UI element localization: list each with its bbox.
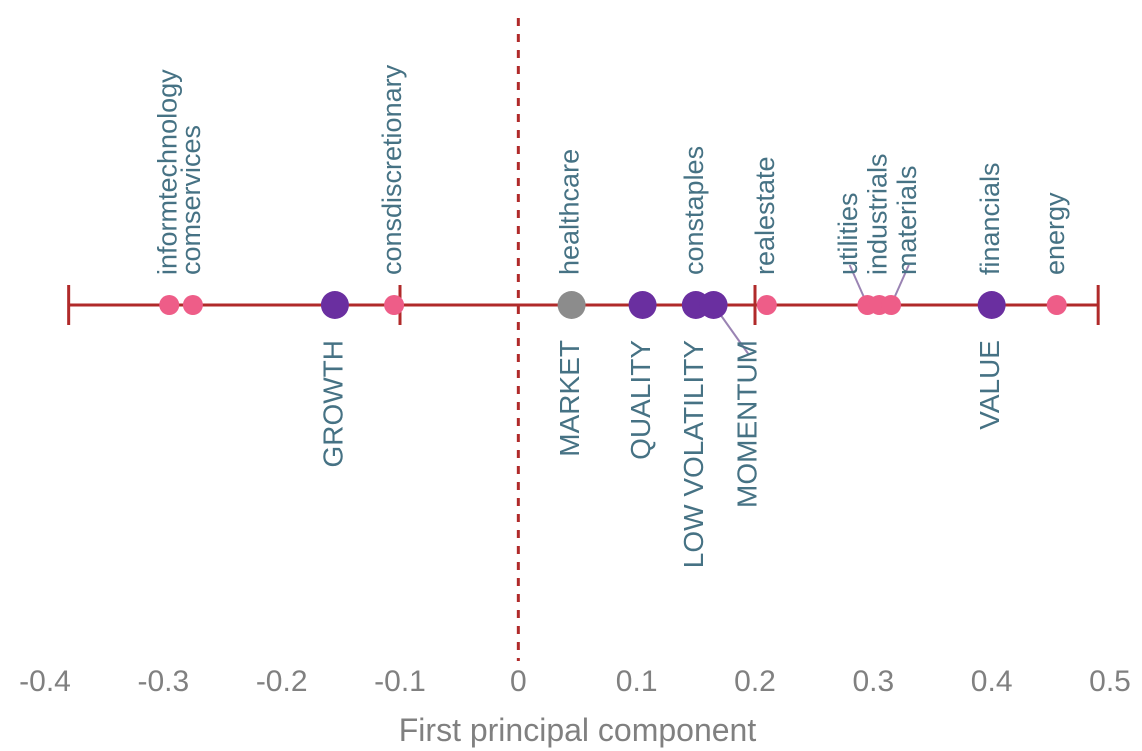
x-tick-label: 0.5 bbox=[1089, 665, 1131, 698]
x-tick-label: 0.3 bbox=[852, 665, 894, 698]
x-tick-label: 0 bbox=[510, 665, 527, 698]
point-label: industrials bbox=[862, 153, 892, 275]
data-point bbox=[978, 291, 1006, 319]
x-tick-label: -0.1 bbox=[374, 665, 426, 698]
data-point bbox=[183, 295, 203, 315]
point-label: realestate bbox=[750, 156, 780, 275]
x-tick-label: -0.4 bbox=[19, 665, 71, 698]
point-label: constaples bbox=[679, 146, 709, 275]
pca-1d-chart: informtechnologycomservicesGROWTHconsdis… bbox=[0, 0, 1142, 751]
x-tick-label: 0.4 bbox=[971, 665, 1013, 698]
data-point bbox=[321, 291, 349, 319]
data-point bbox=[558, 291, 586, 319]
data-point bbox=[629, 291, 657, 319]
x-axis-title: First principal component bbox=[399, 712, 757, 748]
data-point bbox=[384, 295, 404, 315]
data-point bbox=[700, 291, 728, 319]
point-label: MARKET bbox=[554, 340, 585, 457]
x-tick-label: -0.2 bbox=[256, 665, 308, 698]
point-label: energy bbox=[1040, 192, 1070, 275]
point-label: comservices bbox=[176, 125, 206, 275]
point-label: QUALITY bbox=[625, 340, 656, 460]
x-tick-label: 0.1 bbox=[616, 665, 658, 698]
data-point bbox=[159, 295, 179, 315]
x-tick-label: 0.2 bbox=[734, 665, 776, 698]
point-label: consdiscretionary bbox=[377, 64, 407, 275]
point-label: utilities bbox=[833, 192, 863, 275]
x-tick-label: -0.3 bbox=[137, 665, 189, 698]
point-label: materials bbox=[892, 165, 922, 275]
point-label: MOMENTUM bbox=[731, 340, 762, 508]
data-point bbox=[757, 295, 777, 315]
point-label: VALUE bbox=[974, 340, 1005, 430]
point-label: financials bbox=[975, 162, 1005, 275]
data-point bbox=[881, 295, 901, 315]
point-label: healthcare bbox=[555, 149, 585, 275]
point-label: GROWTH bbox=[317, 340, 348, 468]
data-point bbox=[1047, 295, 1067, 315]
point-label: LOW VOLATILITY bbox=[678, 340, 709, 569]
